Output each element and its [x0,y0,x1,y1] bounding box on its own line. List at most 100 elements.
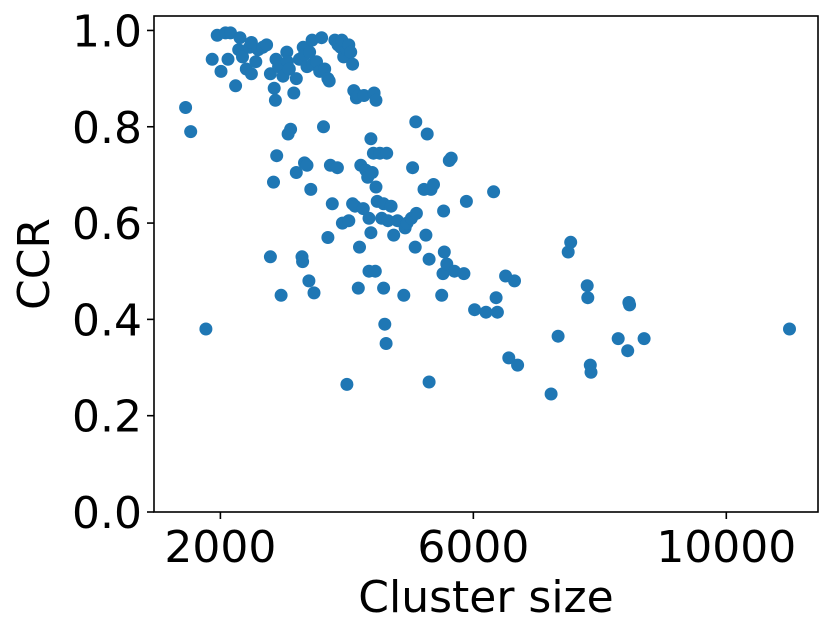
y-axis-label: CCR [9,218,60,310]
data-point [409,206,423,220]
data-point [304,182,318,196]
data-point [205,52,219,66]
data-point [282,62,296,76]
data-point [300,158,314,172]
data-point [459,194,473,208]
data-point [351,281,365,295]
data-point [427,178,440,191]
data-point [437,204,451,218]
data-point [315,31,329,45]
y-tick-label: 0.4 [72,295,142,346]
data-point [346,57,360,71]
data-point [502,351,516,365]
data-point [184,125,198,139]
data-point [317,120,330,134]
y-tick-label: 0.0 [72,488,142,539]
data-point [365,166,379,179]
data-point [321,231,335,244]
data-point [340,377,354,391]
data-point [362,211,376,225]
data-point [267,175,280,189]
x-axis-ticks: 2000 6000 10000 [164,512,796,573]
data-point [581,291,595,305]
x-tick-label: 6000 [417,522,529,573]
data-point [422,375,436,389]
data-point [284,122,298,136]
data-point [422,252,436,266]
data-point [268,93,282,107]
data-point [420,127,434,141]
data-point [623,298,637,312]
data-point [419,228,433,242]
data-point [409,115,423,129]
data-point [356,202,370,216]
data-point [260,38,274,52]
data-point [289,166,303,179]
data-point [325,197,339,211]
data-point [437,245,451,259]
data-point [342,214,356,228]
data-point [199,322,213,336]
data-point [368,264,382,278]
x-tick-label: 2000 [164,522,276,573]
data-point [397,288,411,302]
x-axis-label: Cluster size [358,572,613,623]
data-point [621,344,635,358]
data-point [289,72,303,86]
data-point [584,365,598,379]
data-point [387,228,401,242]
data-point [344,45,358,59]
data-point [551,329,565,343]
data-point [435,288,449,302]
data-point [214,64,228,78]
data-point [511,358,525,372]
data-point [244,67,258,81]
y-tick-label: 0.2 [72,392,142,443]
data-point [611,332,625,346]
data-point [637,332,651,346]
data-point [489,291,503,305]
data-point [303,45,317,59]
data-point [381,214,395,228]
data-point [302,274,316,288]
data-point [408,240,422,254]
data-point [233,31,247,45]
data-point [236,50,249,64]
data-point [379,337,393,350]
data-point [380,146,394,160]
data-point [270,149,284,163]
y-tick-label: 0.8 [72,103,142,154]
data-point [378,317,392,331]
plot-background [154,16,818,512]
data-point [267,81,281,95]
x-tick-label: 10000 [656,522,796,573]
data-point [377,281,391,295]
y-tick-label: 1.0 [72,6,142,57]
data-point [406,161,420,175]
points-layer [179,26,796,401]
y-axis-ticks: 0.0 0.2 0.4 0.6 0.8 1.0 [72,6,154,539]
data-point [287,86,301,100]
data-point [274,288,288,302]
data-point [490,305,504,319]
data-point [564,235,578,249]
data-point [307,286,321,300]
data-point [508,274,521,288]
data-point [357,89,371,102]
data-point [783,322,796,336]
y-tick-label: 0.6 [72,199,142,250]
data-point [487,185,501,199]
data-point [544,387,558,401]
data-point [280,45,294,59]
data-point [353,240,366,254]
data-point [457,267,471,281]
data-point [444,151,458,165]
data-point [364,226,378,240]
data-point [263,250,277,264]
data-point [369,93,383,107]
data-point [179,101,193,114]
data-point [369,180,383,194]
plot-frame [153,15,819,513]
data-point [580,279,594,293]
